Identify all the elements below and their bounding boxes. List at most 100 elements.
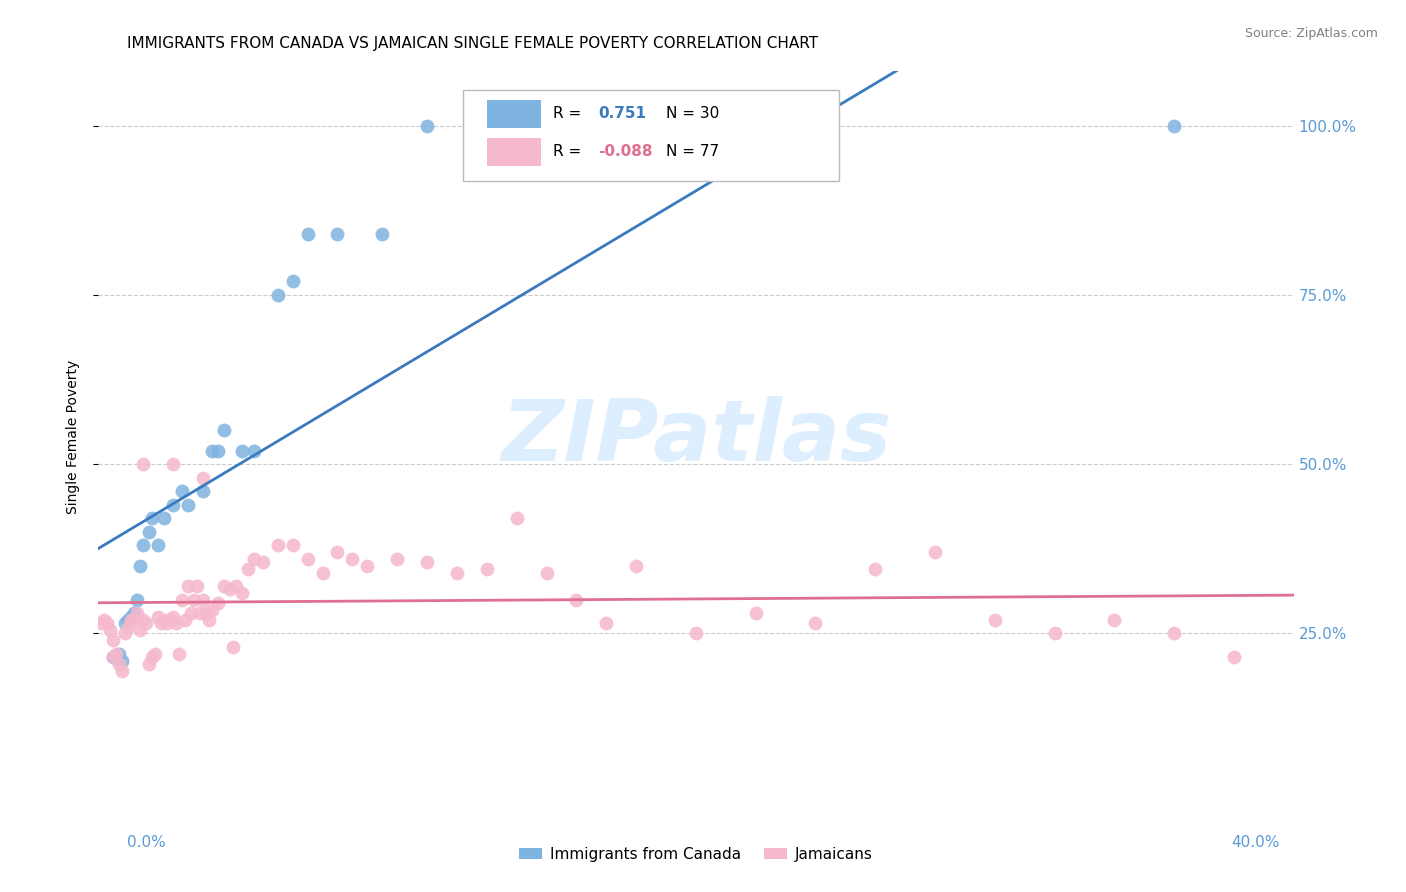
Point (132, 613, 155, 627)
Point (984, 613, 1007, 627)
Point (162, 457, 184, 471)
Point (371, 227, 394, 241)
Point (108, 647, 131, 661)
Point (297, 227, 319, 241)
Point (219, 582, 242, 597)
Point (172, 484, 194, 499)
Point (924, 545, 946, 559)
Point (132, 457, 155, 471)
Point (311, 566, 333, 580)
Point (103, 650, 125, 665)
Point (1104, 613, 1126, 627)
Point (129, 558, 152, 573)
Point (143, 647, 166, 661)
Text: -0.088: -0.088 (598, 145, 652, 160)
Point (326, 227, 349, 241)
Point (804, 616, 827, 631)
Point (207, 443, 229, 458)
Point (1163, 626, 1185, 640)
Point (326, 545, 349, 559)
Point (191, 484, 214, 499)
Point (162, 609, 184, 624)
Point (96, 616, 118, 631)
Point (120, 613, 142, 627)
Point (195, 606, 218, 620)
Point (138, 657, 160, 671)
Point (120, 609, 142, 624)
Point (138, 524, 160, 539)
Point (865, 562, 887, 576)
Point (281, 538, 304, 552)
Point (114, 616, 136, 631)
Legend: Immigrants from Canada, Jamaicans: Immigrants from Canada, Jamaicans (513, 841, 879, 868)
Point (231, 443, 253, 458)
Point (685, 626, 707, 640)
Point (183, 592, 205, 607)
Point (231, 586, 253, 600)
Point (297, 552, 319, 566)
Point (201, 443, 224, 458)
Point (385, 552, 409, 566)
Point (1043, 626, 1066, 640)
Point (243, 552, 266, 566)
Point (446, 566, 468, 580)
Point (153, 613, 176, 627)
Point (212, 423, 235, 437)
Bar (486, 100, 541, 128)
FancyBboxPatch shape (463, 90, 839, 181)
Point (165, 616, 187, 631)
Point (162, 498, 184, 512)
Point (150, 616, 173, 631)
Point (93, 613, 115, 627)
Point (342, 552, 364, 566)
Point (506, 511, 529, 525)
Point (212, 579, 235, 593)
Point (177, 579, 200, 593)
Text: Source: ZipAtlas.com: Source: ZipAtlas.com (1244, 27, 1378, 40)
Point (135, 616, 157, 631)
Bar (486, 138, 541, 166)
Point (222, 640, 245, 654)
Point (124, 606, 146, 620)
Point (745, 606, 768, 620)
Point (129, 623, 152, 637)
Point (201, 603, 224, 617)
Point (156, 616, 179, 631)
Point (141, 650, 163, 665)
Point (191, 592, 214, 607)
Y-axis label: Single Female Poverty: Single Female Poverty (66, 360, 80, 514)
Point (626, 558, 648, 573)
Point (475, 562, 498, 576)
Point (565, 592, 588, 607)
Point (90, 616, 112, 631)
Point (124, 613, 146, 627)
Point (153, 511, 176, 525)
Point (416, 555, 439, 569)
Point (141, 511, 163, 525)
Text: 0.751: 0.751 (598, 106, 645, 121)
Text: N = 77: N = 77 (666, 145, 720, 160)
Point (252, 555, 274, 569)
Point (267, 538, 290, 552)
Point (103, 633, 125, 648)
Point (416, 119, 439, 133)
Point (108, 657, 131, 671)
Point (236, 562, 259, 576)
Point (98, 623, 122, 637)
Point (356, 558, 378, 573)
Text: IMMIGRANTS FROM CANADA VS JAMAICAN SINGLE FEMALE POVERTY CORRELATION CHART: IMMIGRANTS FROM CANADA VS JAMAICAN SINGL… (127, 36, 818, 51)
Point (174, 613, 197, 627)
Text: 0.0%: 0.0% (127, 836, 166, 850)
Point (127, 592, 149, 607)
Point (225, 579, 247, 593)
Text: 40.0%: 40.0% (1232, 836, 1279, 850)
Point (281, 274, 304, 288)
Point (207, 596, 229, 610)
Point (148, 538, 170, 552)
Point (1163, 119, 1185, 133)
Point (186, 579, 208, 593)
Point (148, 609, 170, 624)
Point (595, 616, 617, 631)
Text: R =: R = (553, 106, 586, 121)
Point (127, 606, 149, 620)
